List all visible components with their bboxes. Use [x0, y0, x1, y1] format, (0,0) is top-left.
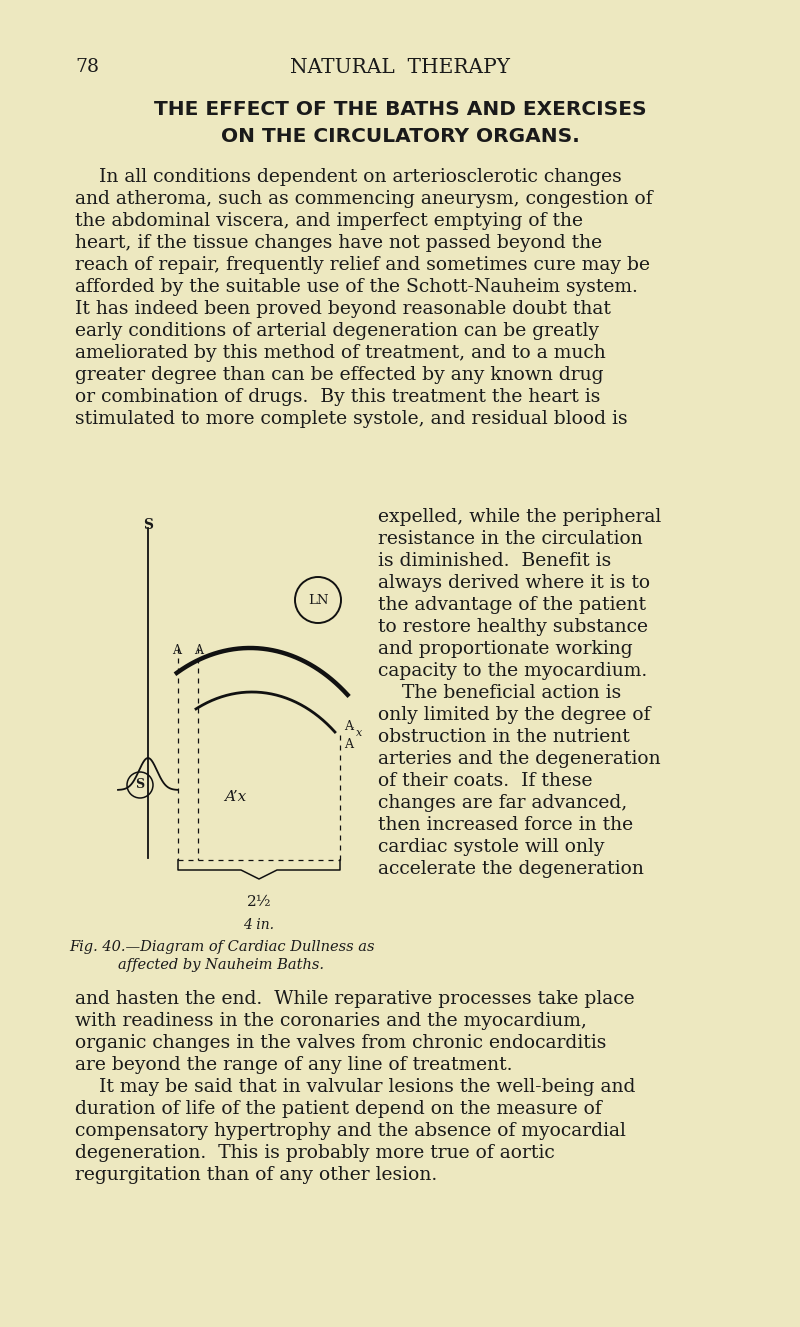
Text: It may be said that in valvular lesions the well-being and: It may be said that in valvular lesions …: [75, 1078, 635, 1096]
Text: In all conditions dependent on arteriosclerotic changes: In all conditions dependent on arteriosc…: [75, 169, 622, 186]
Text: of their coats.  If these: of their coats. If these: [378, 772, 593, 790]
Text: capacity to the myocardium.: capacity to the myocardium.: [378, 662, 647, 679]
Text: x: x: [356, 729, 362, 738]
Text: compensatory hypertrophy and the absence of myocardial: compensatory hypertrophy and the absence…: [75, 1123, 626, 1140]
Text: and proportionate working: and proportionate working: [378, 640, 633, 658]
Text: the abdominal viscera, and imperfect emptying of the: the abdominal viscera, and imperfect emp…: [75, 212, 583, 230]
Text: degeneration.  This is probably more true of aortic: degeneration. This is probably more true…: [75, 1144, 554, 1162]
Text: A’x: A’x: [224, 790, 246, 804]
Text: A: A: [344, 721, 353, 733]
Text: Fig. 40.—Diagram of Cardiac Dullness as: Fig. 40.—Diagram of Cardiac Dullness as: [69, 940, 374, 954]
Text: NATURAL  THERAPY: NATURAL THERAPY: [290, 58, 510, 77]
Text: THE EFFECT OF THE BATHS AND EXERCISES: THE EFFECT OF THE BATHS AND EXERCISES: [154, 100, 646, 119]
Text: LN: LN: [308, 593, 328, 606]
Text: is diminished.  Benefit is: is diminished. Benefit is: [378, 552, 611, 571]
Text: obstruction in the nutrient: obstruction in the nutrient: [378, 729, 630, 746]
Text: always derived where it is to: always derived where it is to: [378, 575, 650, 592]
Text: S: S: [143, 518, 153, 532]
Text: arteries and the degeneration: arteries and the degeneration: [378, 750, 661, 768]
Text: to restore healthy substance: to restore healthy substance: [378, 618, 648, 636]
Text: duration of life of the patient depend on the measure of: duration of life of the patient depend o…: [75, 1100, 602, 1119]
Text: and hasten the end.  While reparative processes take place: and hasten the end. While reparative pro…: [75, 990, 634, 1009]
Text: expelled, while the peripheral: expelled, while the peripheral: [378, 508, 662, 525]
Text: greater degree than can be effected by any known drug: greater degree than can be effected by a…: [75, 366, 603, 384]
Text: organic changes in the valves from chronic endocarditis: organic changes in the valves from chron…: [75, 1034, 606, 1052]
Text: accelerate the degeneration: accelerate the degeneration: [378, 860, 644, 878]
Text: stimulated to more complete systole, and residual blood is: stimulated to more complete systole, and…: [75, 410, 628, 429]
Text: ′: ′: [352, 726, 354, 735]
Text: The beneficial action is: The beneficial action is: [378, 683, 622, 702]
Text: 2½: 2½: [246, 894, 271, 909]
Text: heart, if the tissue changes have not passed beyond the: heart, if the tissue changes have not pa…: [75, 234, 602, 252]
Text: A: A: [194, 644, 203, 657]
Text: and atheroma, such as commencing aneurysm, congestion of: and atheroma, such as commencing aneurys…: [75, 190, 653, 208]
Text: A: A: [344, 738, 353, 751]
Text: 4 in.: 4 in.: [243, 918, 274, 932]
Text: with readiness in the coronaries and the myocardium,: with readiness in the coronaries and the…: [75, 1013, 587, 1030]
Text: It has indeed been proved beyond reasonable doubt that: It has indeed been proved beyond reasona…: [75, 300, 611, 318]
Text: 78: 78: [75, 58, 99, 76]
Text: the advantage of the patient: the advantage of the patient: [378, 596, 646, 614]
Text: afforded by the suitable use of the Schott-Nauheim system.: afforded by the suitable use of the Scho…: [75, 277, 638, 296]
Text: affected by Nauheim Baths.: affected by Nauheim Baths.: [118, 958, 325, 971]
Text: resistance in the circulation: resistance in the circulation: [378, 529, 642, 548]
Text: changes are far advanced,: changes are far advanced,: [378, 794, 627, 812]
Text: are beyond the range of any line of treatment.: are beyond the range of any line of trea…: [75, 1056, 513, 1074]
Text: S: S: [135, 779, 145, 791]
Text: A: A: [173, 644, 182, 657]
Text: early conditions of arterial degeneration can be greatly: early conditions of arterial degeneratio…: [75, 322, 599, 340]
Text: cardiac systole will only: cardiac systole will only: [378, 837, 605, 856]
Text: or combination of drugs.  By this treatment the heart is: or combination of drugs. By this treatme…: [75, 387, 600, 406]
Text: regurgitation than of any other lesion.: regurgitation than of any other lesion.: [75, 1166, 438, 1184]
Text: ON THE CIRCULATORY ORGANS.: ON THE CIRCULATORY ORGANS.: [221, 127, 579, 146]
Text: reach of repair, frequently relief and sometimes cure may be: reach of repair, frequently relief and s…: [75, 256, 650, 273]
Text: then increased force in the: then increased force in the: [378, 816, 633, 833]
Text: only limited by the degree of: only limited by the degree of: [378, 706, 650, 725]
Text: ameliorated by this method of treatment, and to a much: ameliorated by this method of treatment,…: [75, 344, 606, 362]
